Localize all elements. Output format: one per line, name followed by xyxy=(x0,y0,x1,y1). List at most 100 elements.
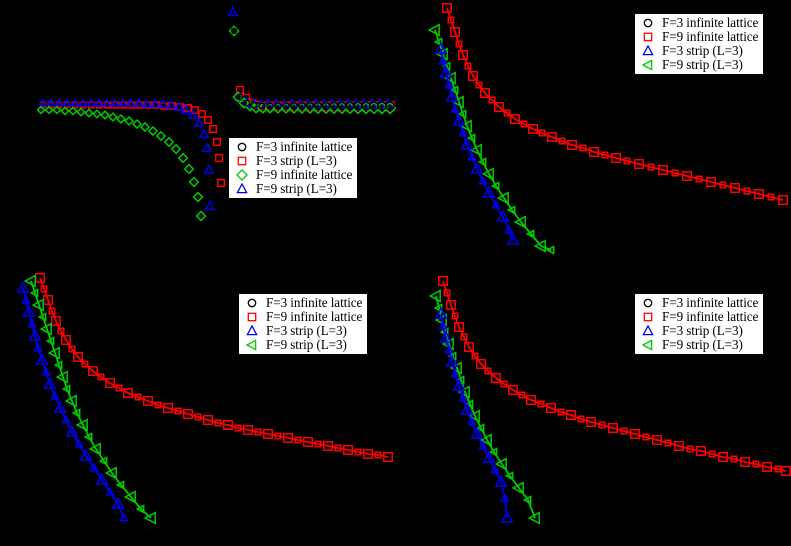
data-marker xyxy=(718,452,728,462)
data-marker xyxy=(447,16,455,24)
data-marker xyxy=(488,447,498,457)
data-marker xyxy=(84,108,94,118)
data-marker xyxy=(212,137,222,147)
square-icon xyxy=(232,154,252,168)
data-marker xyxy=(258,102,266,110)
data-marker xyxy=(92,109,102,119)
data-marker xyxy=(526,395,536,405)
legend-panel-c: F=3 infinite lattice F=9 infinite lattice… xyxy=(238,293,369,355)
data-marker xyxy=(601,151,609,159)
data-marker xyxy=(469,143,482,157)
data-marker xyxy=(490,181,500,191)
data-marker xyxy=(73,352,83,362)
data-marker xyxy=(232,91,244,103)
data-marker xyxy=(108,112,118,122)
data-marker xyxy=(445,354,459,367)
data-marker xyxy=(438,55,448,65)
circle-icon xyxy=(242,296,262,310)
data-marker xyxy=(68,106,78,116)
legend-entry: F=3 infinite lattice xyxy=(232,140,352,154)
data-marker xyxy=(460,333,468,341)
data-marker xyxy=(334,444,342,452)
data-marker xyxy=(170,143,182,155)
data-marker xyxy=(608,423,618,433)
panel-top-right xyxy=(395,0,791,273)
data-marker xyxy=(682,171,692,181)
data-marker xyxy=(250,101,258,109)
data-marker xyxy=(455,40,463,48)
data-marker xyxy=(100,110,110,120)
data-marker xyxy=(470,426,484,439)
data-marker xyxy=(452,113,466,126)
data-marker xyxy=(490,464,500,474)
diamond-icon xyxy=(232,168,252,182)
data-marker xyxy=(115,384,123,392)
data-marker xyxy=(778,195,788,205)
legend-label: F=3 strip (L=3) xyxy=(256,153,337,169)
data-marker xyxy=(452,378,466,391)
data-marker xyxy=(230,27,238,35)
data-marker xyxy=(119,512,129,522)
data-marker xyxy=(647,163,655,171)
data-marker xyxy=(194,413,202,421)
data-marker xyxy=(37,312,47,322)
series-line xyxy=(30,280,152,519)
data-marker xyxy=(464,342,474,352)
legend-panel-a: F=3 infinite lattice F=3 strip (L=3) F=9 i… xyxy=(228,137,359,199)
legend-label: F=3 infinite lattice xyxy=(662,15,759,31)
data-marker xyxy=(686,445,694,453)
legend-panel-d: F=3 infinite lattice F=9 infinite lattice… xyxy=(634,293,765,355)
data-marker xyxy=(752,460,760,468)
data-marker xyxy=(446,300,456,310)
data-marker xyxy=(214,419,222,427)
legend-entry: F=3 strip (L=3) xyxy=(242,324,362,338)
data-marker xyxy=(203,163,215,174)
data-marker xyxy=(537,400,545,408)
data-marker xyxy=(634,159,644,169)
data-marker xyxy=(374,451,382,459)
data-marker xyxy=(83,432,93,442)
data-marker xyxy=(111,496,125,509)
data-marker xyxy=(204,199,216,211)
legend-entry: F=9 strip (L=3) xyxy=(232,182,352,196)
data-marker xyxy=(71,408,81,418)
data-marker xyxy=(781,466,791,476)
panel-top-left xyxy=(0,0,396,273)
data-marker xyxy=(22,304,36,317)
data-marker xyxy=(183,163,195,175)
data-marker xyxy=(274,432,282,440)
data-marker xyxy=(88,366,98,376)
data-marker xyxy=(303,437,313,447)
data-marker xyxy=(458,392,468,402)
series-line xyxy=(440,313,508,519)
data-marker xyxy=(504,471,514,481)
data-marker xyxy=(53,400,67,413)
data-marker xyxy=(123,490,136,504)
data-marker xyxy=(31,298,44,312)
data-marker xyxy=(506,205,516,215)
legend-label: F=9 strip (L=3) xyxy=(662,57,743,73)
data-marker xyxy=(323,441,333,451)
data-marker xyxy=(658,165,668,175)
legend-entry: F=9 infinite lattice xyxy=(638,30,758,44)
data-marker xyxy=(329,101,339,111)
data-marker xyxy=(78,97,88,107)
data-marker xyxy=(105,486,115,496)
data-marker xyxy=(579,144,587,152)
data-marker xyxy=(363,449,373,459)
circle-icon xyxy=(638,16,658,30)
data-marker xyxy=(652,435,662,445)
circle-icon xyxy=(232,140,252,154)
data-marker xyxy=(110,97,120,107)
data-marker xyxy=(503,109,511,117)
legend-entry: F=3 strip (L=3) xyxy=(232,154,352,168)
data-marker xyxy=(439,65,453,78)
data-marker xyxy=(491,199,501,209)
data-marker xyxy=(458,127,468,137)
data-marker xyxy=(43,376,57,389)
data-marker xyxy=(522,495,532,505)
data-marker xyxy=(475,423,485,433)
data-marker xyxy=(65,424,79,437)
data-marker xyxy=(21,294,31,304)
